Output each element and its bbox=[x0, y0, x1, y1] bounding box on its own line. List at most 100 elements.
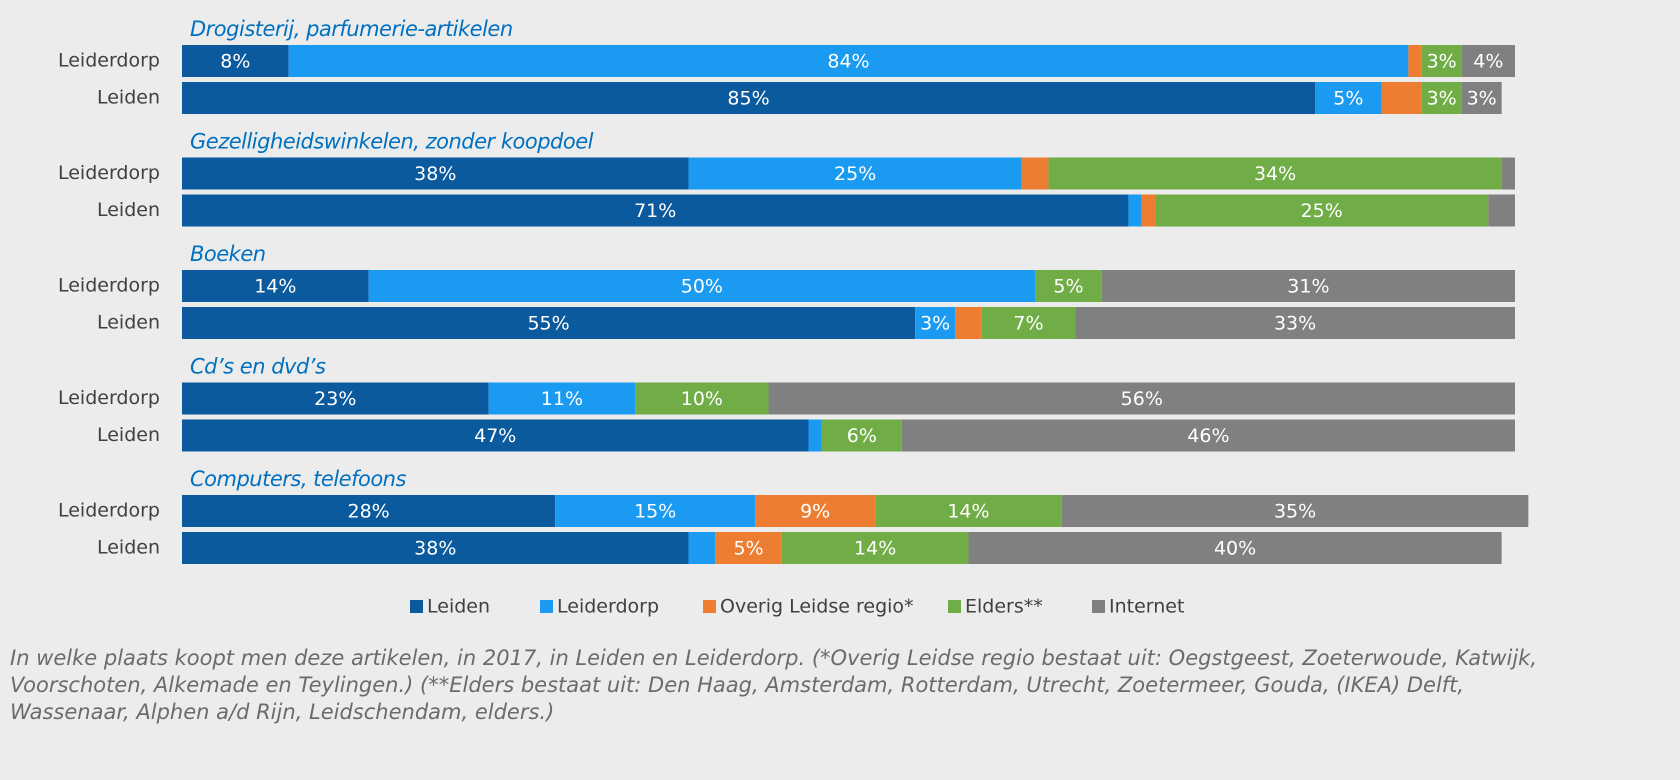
bar-segment bbox=[488, 382, 636, 415]
row-label: Leiden bbox=[97, 537, 160, 559]
value-label: 40% bbox=[1214, 538, 1256, 560]
bar-segment bbox=[1035, 270, 1102, 302]
bar-segment bbox=[182, 307, 916, 339]
row-label: Leiderdorp bbox=[58, 500, 160, 522]
row-label: Leiderdorp bbox=[58, 275, 160, 297]
legend-label: Overig Leidse regio* bbox=[720, 596, 914, 618]
value-label: 33% bbox=[1274, 313, 1316, 335]
bar-segment bbox=[182, 419, 809, 452]
group-title: Cd’s en dvd’s bbox=[190, 355, 326, 379]
value-label: 71% bbox=[634, 200, 676, 222]
bar-segment bbox=[915, 307, 956, 339]
value-label: 8% bbox=[220, 51, 250, 73]
group-title: Drogisterij, parfumerie-artikelen bbox=[190, 17, 513, 41]
value-label: 34% bbox=[1254, 163, 1296, 185]
value-label: 38% bbox=[414, 538, 456, 560]
bar-segment bbox=[1461, 45, 1515, 77]
value-label: 9% bbox=[800, 501, 830, 523]
bar-segment bbox=[781, 532, 969, 564]
bar-segment bbox=[182, 495, 556, 527]
bar-segment bbox=[875, 495, 1062, 527]
bar-segment bbox=[901, 419, 1515, 452]
group-title: Boeken bbox=[190, 242, 266, 266]
value-label: 10% bbox=[681, 388, 723, 410]
bar-segment bbox=[808, 419, 822, 452]
bar-segment bbox=[1408, 45, 1422, 77]
bar-segment bbox=[182, 270, 369, 302]
bar-segment bbox=[968, 532, 1502, 564]
bar-segment bbox=[755, 495, 876, 527]
value-label: 11% bbox=[541, 388, 583, 410]
value-label: 3% bbox=[920, 313, 950, 335]
value-label: 35% bbox=[1274, 501, 1316, 523]
bar-segment bbox=[981, 307, 1076, 339]
value-label: 56% bbox=[1121, 388, 1163, 410]
bar-segment bbox=[1101, 270, 1515, 302]
bar-segment bbox=[1075, 307, 1515, 339]
chart: Drogisterij, parfumerie-artikelen Gezelli… bbox=[58, 17, 1529, 618]
value-label: 25% bbox=[1301, 200, 1343, 222]
legend-label: Leiderdorp bbox=[557, 596, 659, 618]
value-label: 23% bbox=[314, 388, 356, 410]
bar-segment bbox=[1061, 495, 1529, 527]
bar-segment bbox=[821, 419, 902, 452]
value-label: 47% bbox=[474, 425, 516, 447]
value-label: 5% bbox=[733, 538, 763, 560]
row-label: Leiden bbox=[97, 312, 160, 334]
bar-segment bbox=[182, 532, 689, 564]
bar-segment bbox=[182, 157, 689, 190]
bar-segment bbox=[1421, 45, 1462, 77]
value-label: 5% bbox=[1053, 276, 1083, 298]
bar-segment bbox=[715, 532, 782, 564]
value-label: 84% bbox=[827, 51, 869, 73]
value-label: 4% bbox=[1473, 51, 1503, 73]
value-label: 3% bbox=[1427, 88, 1457, 110]
bar-segment bbox=[182, 45, 289, 77]
bar-segment bbox=[1128, 194, 1142, 227]
bar-segment bbox=[1021, 157, 1049, 190]
value-label: 6% bbox=[847, 425, 877, 447]
bar-segment bbox=[1488, 194, 1515, 227]
bar-segment bbox=[182, 194, 1129, 227]
value-label: 28% bbox=[348, 501, 390, 523]
bar-segment bbox=[555, 495, 756, 527]
bar-segment bbox=[1155, 194, 1489, 227]
value-label: 85% bbox=[727, 88, 769, 110]
bar-segment bbox=[688, 157, 1022, 190]
bar-segment bbox=[1381, 82, 1422, 114]
bar-segment bbox=[1048, 157, 1502, 190]
bar-segment bbox=[955, 307, 982, 339]
value-label: 7% bbox=[1013, 313, 1043, 335]
row-label: Leiden bbox=[97, 424, 160, 446]
bar-segment bbox=[1141, 194, 1156, 227]
bar-segment bbox=[688, 532, 716, 564]
bar-segment bbox=[1461, 82, 1502, 114]
legend-swatch bbox=[410, 600, 423, 613]
bar-segment bbox=[182, 82, 1316, 114]
value-label: 14% bbox=[254, 276, 296, 298]
value-label: 14% bbox=[854, 538, 896, 560]
group-title: Computers, telefoons bbox=[190, 467, 406, 491]
legend-label: Elders** bbox=[965, 596, 1043, 618]
bar-segment bbox=[288, 45, 1409, 77]
row-label: Leiden bbox=[97, 87, 160, 109]
legend-label: Leiden bbox=[427, 596, 490, 618]
legend-swatch bbox=[948, 600, 961, 613]
value-label: 25% bbox=[834, 163, 876, 185]
bar-segment bbox=[368, 270, 1036, 302]
bar-segment bbox=[1421, 82, 1462, 114]
bar-segment bbox=[1501, 157, 1515, 190]
footnote: In welke plaats koopt men deze artikelen… bbox=[10, 646, 1538, 724]
row-label: Leiderdorp bbox=[58, 162, 160, 184]
bar-segment bbox=[768, 382, 1515, 415]
value-label: 31% bbox=[1287, 276, 1329, 298]
value-label: 38% bbox=[414, 163, 456, 185]
value-label: 50% bbox=[681, 276, 723, 298]
value-label: 3% bbox=[1427, 51, 1457, 73]
bar-segment bbox=[182, 382, 489, 415]
row-label: Leiden bbox=[97, 199, 160, 221]
row-label: Leiderdorp bbox=[58, 387, 160, 409]
value-label: 55% bbox=[527, 313, 569, 335]
group-title: Gezelligheidswinkelen, zonder koopdoel bbox=[190, 130, 594, 154]
